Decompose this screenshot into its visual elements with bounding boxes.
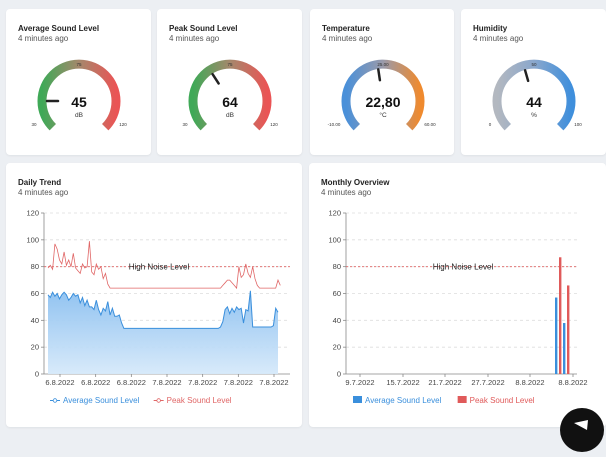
y-tick-label: 80 [333,262,341,271]
gauge-arc [37,59,121,131]
x-tick-label: 8.8.2022 [558,378,587,387]
y-tick-label: 60 [31,289,39,298]
gauge-needle [523,69,530,83]
gauge-min-label: -10.00 [328,122,341,127]
card-title: Monthly Overview [321,178,390,187]
card-title: Humidity [473,24,508,33]
legend-label[interactable]: Peak Sound Level [167,396,232,405]
gauge-min-label: 30 [31,122,37,127]
y-tick-label: 100 [328,235,341,244]
gauge: 22,80 °C -10.00 25.00 60.00 [328,59,436,131]
gauge-min-label: 30 [182,122,188,127]
legend-swatch [353,396,362,403]
gauge-mid-label: 75 [227,62,233,67]
legend-label[interactable]: Average Sound Level [365,396,442,405]
bar-average[interactable] [555,297,558,374]
y-tick-label: 20 [31,343,39,352]
card-subtitle: 4 minutes ago [169,34,220,43]
gauge-unit: °C [379,111,387,119]
x-tick-label: 6.8.2022 [81,378,110,387]
x-tick-label: 8.8.2022 [515,378,544,387]
gauge: 45 dB 30 75 120 [31,59,127,131]
x-tick-label: 7.8.2022 [224,378,253,387]
card-title: Peak Sound Level [169,24,238,33]
card-title: Average Sound Level [18,24,100,33]
bar-peak[interactable] [559,257,562,374]
y-tick-label: 20 [333,343,341,352]
legend-swatch [457,396,467,403]
bar-average[interactable] [563,323,566,374]
x-tick-label: 7.8.2022 [152,378,181,387]
gauge-unit: dB [75,112,83,119]
y-tick-label: 40 [31,316,39,325]
gauge-max-label: 120 [119,122,127,127]
gauge-arc [188,59,272,131]
monthly-overview-chart: 0 20 40 60 80 100 120 High Noise Level 9.7.2022 1… [328,209,587,406]
x-tick-label: 15.7.2022 [386,378,419,387]
y-tick-label: 0 [337,370,341,379]
gauge-card-humidity[interactable]: Humidity 4 minutes ago 44 % 0 50 100 [461,9,606,155]
gauge-max-label: 100 [574,122,582,127]
gauge-value: 44 [526,94,542,110]
series-peak-line[interactable] [47,241,281,290]
legend-marker [156,398,161,403]
gauge-value: 64 [222,94,238,110]
x-tick-label: 21.7.2022 [428,378,461,387]
gauge-mid-label: 75 [76,62,82,67]
gauge: 44 % 0 50 100 [489,59,582,131]
legend-label[interactable]: Peak Sound Level [470,396,535,405]
gauge-unit: dB [226,112,234,119]
gauge-needle [211,72,220,85]
y-tick-label: 120 [26,209,39,218]
x-tick-label: 7.8.2022 [259,378,288,387]
gauge-needle [377,68,382,82]
threshold-label: High Noise Level [433,263,494,272]
x-tick-label: 7.8.2022 [188,378,217,387]
gauge-card-peak-sound[interactable]: Peak Sound Level 4 minutes ago 64 dB 30 … [157,9,302,155]
gauge-value: 22,80 [365,94,400,110]
card-subtitle: 4 minutes ago [18,188,69,197]
card-subtitle: 4 minutes ago [322,34,373,43]
floating-action-button[interactable] [560,408,604,452]
gauge-min-label: 0 [489,122,492,127]
x-tick-label: 9.7.2022 [345,378,374,387]
card-subtitle: 4 minutes ago [18,34,69,43]
x-tick-label: 27.7.2022 [471,378,504,387]
monthly-overview-card[interactable]: Monthly Overview 4 minutes ago 0 20 40 60 80… [309,163,606,427]
legend-marker [52,398,58,403]
legend-label[interactable]: Average Sound Level [63,396,140,405]
card-title: Temperature [322,24,370,33]
card-title: Daily Trend [18,178,62,187]
gauge-card-temperature[interactable]: Temperature 4 minutes ago 22,80 °C -10.0… [310,9,454,155]
gauge: 64 dB 30 75 120 [182,59,278,131]
gauge-card-average-sound[interactable]: Average Sound Level 4 minutes ago 45 dB … [6,9,151,155]
y-tick-label: 120 [328,209,341,218]
gauge-value: 45 [71,94,87,110]
series-average-area [48,290,278,374]
card-subtitle: 4 minutes ago [473,34,524,43]
gauge-arc [341,59,425,131]
y-tick-label: 60 [333,289,341,298]
gauge-max-label: 60.00 [424,122,436,127]
daily-trend-chart: 0 20 40 60 80 100 120 High Noise Level 6.8.2022 6… [26,209,290,405]
fab-icon [574,420,588,430]
y-tick-label: 0 [35,370,39,379]
threshold-label: High Noise Level [129,263,190,272]
gauge-mid-label: 25.00 [377,62,389,67]
daily-trend-card[interactable]: Daily Trend 4 minutes ago 0 20 40 60 80 100 12… [6,163,302,427]
card-subtitle: 4 minutes ago [321,188,372,197]
bar-peak[interactable] [567,285,570,374]
gauge-mid-label: 50 [531,62,537,67]
y-tick-label: 100 [26,235,39,244]
gauge-arc [492,59,576,131]
series-average-line[interactable] [47,290,279,329]
x-tick-label: 6.8.2022 [117,378,146,387]
gauge-unit: % [531,112,537,119]
gauge-max-label: 120 [270,122,278,127]
y-tick-label: 40 [333,316,341,325]
y-tick-label: 80 [31,262,39,271]
x-tick-label: 6.8.2022 [45,378,74,387]
